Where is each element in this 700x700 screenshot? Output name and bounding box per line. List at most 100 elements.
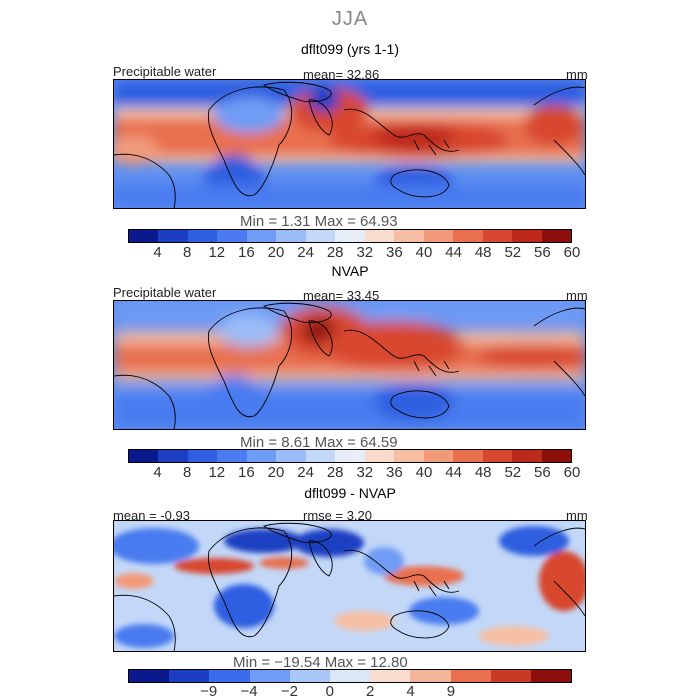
colorbar-tick-label: 44	[445, 244, 462, 261]
colorbar-tick-label: 52	[504, 464, 522, 481]
colorbar-tick-label: 60	[563, 244, 581, 261]
panel-3-colorbar	[128, 669, 572, 683]
colorbar-segment	[289, 670, 330, 682]
colorbar-tick-label: 32	[356, 244, 374, 261]
colorbar-tick-label: 56	[534, 244, 551, 261]
colorbar-segment	[305, 450, 336, 462]
colorbar-segment	[450, 670, 491, 682]
colorbar-segment	[364, 450, 395, 462]
panel-1-field	[114, 80, 585, 208]
colorbar-tick-label: 20	[267, 244, 285, 261]
colorbar-segment	[217, 450, 247, 462]
colorbar-tick-label: 28	[326, 464, 344, 481]
season-title: JJA	[331, 8, 369, 30]
colorbar-tick-label: 36	[386, 244, 403, 261]
panel-3-title: dflt099 - NVAP	[304, 485, 396, 501]
colorbar-segment	[158, 450, 188, 462]
colorbar-segment	[209, 670, 250, 682]
panel-3-rmse-label: rmse = 3.20	[303, 508, 373, 523]
colorbar-segment	[482, 230, 513, 242]
panel-2-min-max: Min = 8.61 Max = 64.59	[240, 434, 398, 451]
colorbar-tick-label: −2	[280, 683, 299, 700]
colorbar-tick-label: −4	[240, 683, 258, 700]
colorbar-tick-label: 32	[356, 464, 374, 481]
colorbar-tick-label: 0	[325, 683, 334, 700]
panel-2-map	[113, 300, 586, 430]
panel-3-mean-label: mean = -0.93	[113, 508, 190, 523]
colorbar-tick-label: 52	[504, 244, 522, 261]
colorbar-tick-label: 8	[183, 464, 192, 481]
colorbar-segment	[364, 230, 395, 242]
panel-3-min-max: Min = −19.54 Max = 12.80	[233, 654, 408, 671]
colorbar-tick-label: 24	[297, 244, 314, 261]
panel-1-units: mm	[566, 67, 588, 82]
panel-1-min-max: Min = 1.31 Max = 64.93	[240, 213, 398, 230]
colorbar-segment	[335, 450, 365, 462]
panel-3-colorbar-ticks: −9 −4 −2 0 2 4 9	[128, 683, 572, 700]
panel-1-variable-label: Precipitable water	[113, 64, 217, 79]
colorbar-segment	[276, 230, 306, 242]
colorbar-tick-label: 12	[208, 464, 226, 481]
panel-1-map	[113, 79, 586, 209]
panel-2-colorbar	[128, 449, 572, 463]
colorbar-segment	[305, 230, 336, 242]
colorbar-segment	[482, 450, 513, 462]
colorbar-tick-label: 28	[326, 244, 344, 261]
colorbar-segment	[246, 230, 277, 242]
colorbar-segment	[512, 450, 542, 462]
colorbar-segment	[541, 450, 572, 462]
colorbar-segment	[158, 230, 188, 242]
panel-3-field	[114, 521, 585, 651]
colorbar-tick-label: 9	[446, 683, 456, 700]
colorbar-tick-label: 20	[267, 464, 285, 481]
colorbar-tick-label: 24	[297, 464, 314, 481]
colorbar-tick-label: 56	[534, 464, 551, 481]
colorbar-segment	[129, 670, 170, 682]
panel-2-units: mm	[566, 288, 588, 303]
panel-1-colorbar-ticks: 4 8 12 16 20 24 28 32 36 40 44 48 52 56 60	[128, 244, 580, 261]
panel-2-field	[114, 301, 585, 429]
colorbar-tick-label: 8	[183, 244, 192, 261]
colorbar-tick-label: 12	[208, 244, 226, 261]
colorbar-segment	[512, 230, 542, 242]
panel-1-mean-label: mean= 32.86	[303, 67, 380, 82]
colorbar-tick-label: 60	[563, 464, 581, 481]
panel-3-map	[113, 520, 586, 652]
panel-1-title: dflt099 (yrs 1-1)	[300, 41, 400, 57]
colorbar-segment	[541, 230, 572, 242]
panel-2-colorbar-ticks: 4 8 12 16 20 24 28 32 36 40 44 48 52 56 60	[128, 464, 580, 481]
colorbar-segment	[169, 670, 210, 682]
colorbar-segment	[370, 670, 411, 682]
colorbar-tick-label: 36	[386, 464, 403, 481]
colorbar-segment	[246, 450, 277, 462]
colorbar-segment	[276, 450, 306, 462]
colorbar-segment	[129, 230, 159, 242]
colorbar-segment	[530, 670, 572, 682]
colorbar-segment	[453, 230, 483, 242]
panel-2-variable-label: Precipitable water	[113, 285, 217, 300]
colorbar-segment	[129, 450, 159, 462]
colorbar-tick-label: 16	[238, 244, 255, 261]
colorbar-segment	[217, 230, 247, 242]
colorbar-tick-label: 44	[445, 464, 462, 481]
panel-2-mean-label: mean= 33.45	[303, 288, 380, 303]
colorbar-segment	[187, 230, 218, 242]
panel-1-colorbar	[128, 229, 572, 243]
colorbar-segment	[394, 450, 424, 462]
colorbar-tick-label: 16	[238, 464, 255, 481]
colorbar-segment	[423, 230, 454, 242]
colorbar-segment	[329, 670, 371, 682]
colorbar-segment	[187, 450, 218, 462]
colorbar-segment	[394, 230, 424, 242]
colorbar-segment	[423, 450, 454, 462]
colorbar-tick-label: −9	[200, 683, 218, 700]
colorbar-segment	[490, 670, 531, 682]
colorbar-tick-label: 40	[415, 244, 433, 261]
colorbar-segment	[335, 230, 365, 242]
colorbar-tick-label: 4	[153, 464, 162, 481]
colorbar-tick-label: 48	[474, 464, 492, 481]
colorbar-tick-label: 2	[366, 683, 375, 700]
colorbar-tick-label: 40	[415, 464, 433, 481]
colorbar-tick-label: 4	[406, 683, 415, 700]
colorbar-segment	[410, 670, 451, 682]
